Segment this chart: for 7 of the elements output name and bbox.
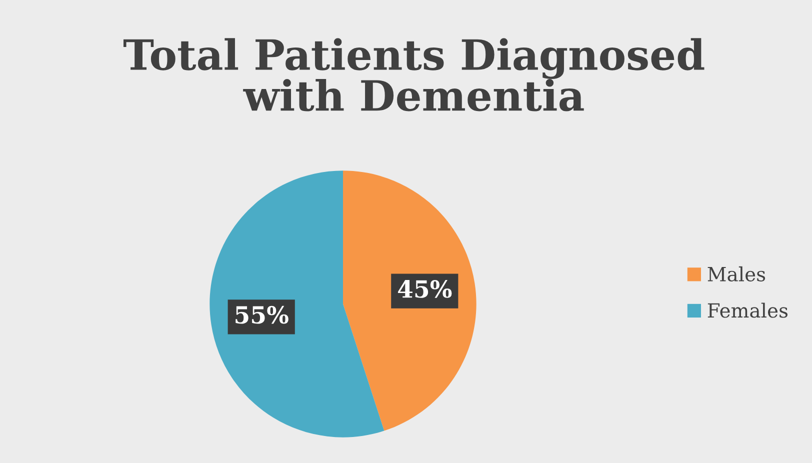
pie-slice xyxy=(210,170,384,438)
legend-label: Males xyxy=(708,266,766,282)
chart-title: Total Patients Diagnosed with Dementia xyxy=(123,38,704,112)
data-label: 55% xyxy=(236,306,288,324)
legend-label: Females xyxy=(708,302,788,318)
data-label: 45% xyxy=(398,280,452,298)
pie-slice xyxy=(343,170,476,431)
